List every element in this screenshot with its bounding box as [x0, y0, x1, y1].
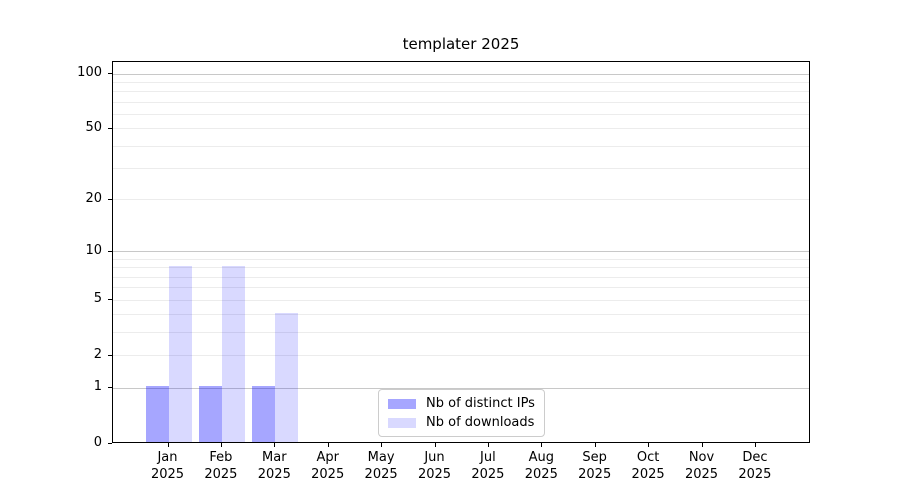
x-tick-month: Feb [209, 450, 233, 465]
legend-item-nb-of-downloads: Nb of downloads [388, 415, 535, 430]
y-tick-label-5: 5 [93, 291, 102, 307]
legend-color-swatch [388, 398, 416, 409]
x-tick-month: Jan [157, 450, 178, 465]
legend-color-swatch [388, 417, 416, 428]
bar-nb-of-downloads-mar [275, 312, 299, 442]
x-tick-mark-jul [488, 443, 489, 447]
y-gridline-minor-80 [113, 91, 809, 93]
x-tick-year: 2025 [364, 467, 398, 482]
x-tick-label-sep: Sep 2025 [563, 449, 627, 483]
x-tick-label-mar: Mar 2025 [242, 449, 306, 483]
x-tick-month: Apr [316, 450, 339, 465]
x-tick-year: 2025 [257, 467, 291, 482]
y-tick-label-10: 10 [85, 242, 102, 258]
y-tick-label-100: 100 [77, 65, 102, 80]
x-tick-label-jul: Jul 2025 [456, 449, 520, 483]
y-tick-mark-100 [108, 73, 112, 74]
x-tick-label-dec: Dec 2025 [723, 449, 787, 483]
y-gridline-minor-3 [113, 332, 809, 334]
legend-label: Nb of distinct IPs [426, 396, 535, 411]
x-tick-year: 2025 [578, 467, 612, 482]
y-gridline-minor-60 [113, 113, 809, 115]
y-tick-mark-10 [108, 251, 112, 252]
bar-nb-of-distinct-ips-jan [145, 386, 169, 442]
bar-nb-of-distinct-ips-feb [198, 386, 222, 442]
x-tick-mark-dec [755, 443, 756, 447]
y-tick-label-1: 1 [93, 379, 102, 395]
x-tick-mark-mar [274, 443, 275, 447]
y-gridline-minor-5 [113, 299, 809, 301]
y-gridline-minor-50 [113, 128, 809, 130]
y-tick-mark-5 [108, 299, 112, 300]
y-gridline-minor-6 [113, 287, 809, 289]
x-tick-label-oct: Oct 2025 [616, 449, 680, 483]
plot-area: Nb of distinct IPs Nb of downloads [112, 61, 810, 443]
y-gridline-minor-2 [113, 355, 809, 357]
x-tick-month: Nov [688, 450, 715, 465]
x-tick-mark-jan [168, 443, 169, 447]
y-tick-mark-20 [108, 199, 112, 200]
y-gridline-minor-9 [113, 258, 809, 260]
y-gridline-minor-90 [113, 81, 809, 83]
y-tick-label-20: 20 [85, 190, 102, 206]
x-tick-mark-may [381, 443, 382, 447]
x-tick-month: Sep [582, 450, 607, 465]
bar-nb-of-distinct-ips-mar [252, 386, 276, 442]
x-tick-month: Jul [480, 450, 496, 465]
x-tick-label-feb: Feb 2025 [189, 449, 253, 483]
x-tick-year: 2025 [311, 467, 345, 482]
x-tick-label-nov: Nov 2025 [670, 449, 734, 483]
y-tick-mark-1 [108, 387, 112, 388]
legend-item-nb-of-distinct-ips: Nb of distinct IPs [388, 396, 535, 411]
x-tick-mark-aug [541, 443, 542, 447]
y-gridline-minor-30 [113, 168, 809, 170]
x-tick-year: 2025 [684, 467, 719, 482]
x-tick-mark-nov [702, 443, 703, 447]
y-gridline-minor-40 [113, 145, 809, 147]
x-tick-year: 2025 [150, 467, 185, 482]
y-tick-label-2: 2 [93, 346, 102, 362]
x-tick-mark-feb [221, 443, 222, 447]
y-gridline-major-10 [113, 251, 809, 253]
x-tick-label-aug: Aug 2025 [509, 449, 573, 483]
x-tick-mark-oct [648, 443, 649, 447]
y-gridline-minor-7 [113, 276, 809, 278]
x-tick-mark-sep [595, 443, 596, 447]
y-tick-mark-2 [108, 355, 112, 356]
x-tick-label-jan: Jan 2025 [136, 449, 200, 483]
x-tick-month: Aug [528, 450, 554, 465]
bar-nb-of-downloads-jan [168, 265, 192, 442]
x-tick-month: May [367, 450, 395, 465]
bar-nb-of-downloads-feb [221, 265, 245, 442]
legend-label: Nb of downloads [426, 415, 535, 430]
x-tick-label-jun: Jun 2025 [403, 449, 467, 483]
y-tick-mark-0 [108, 443, 112, 444]
y-tick-mark-50 [108, 128, 112, 129]
y-gridline-major-1 [113, 387, 809, 389]
x-tick-label-apr: Apr 2025 [296, 449, 360, 483]
chart-title: templater 2025 [402, 35, 520, 53]
legend: Nb of distinct IPs Nb of downloads [378, 389, 545, 437]
y-tick-label-50: 50 [85, 119, 102, 135]
x-tick-mark-apr [328, 443, 329, 447]
x-tick-month: Mar [262, 450, 287, 465]
x-tick-year: 2025 [417, 467, 452, 482]
x-tick-year: 2025 [471, 467, 505, 482]
x-tick-month: Oct [636, 450, 660, 465]
y-gridline-minor-8 [113, 267, 809, 269]
x-tick-year: 2025 [204, 467, 238, 482]
y-tick-label-0: 0 [93, 435, 102, 450]
x-tick-mark-jun [435, 443, 436, 447]
x-tick-month: Jun [424, 450, 445, 465]
y-gridline-minor-20 [113, 199, 809, 201]
x-tick-year: 2025 [631, 467, 665, 482]
x-tick-label-may: May 2025 [349, 449, 413, 483]
x-tick-month: Dec [742, 450, 768, 465]
y-gridline-minor-70 [113, 101, 809, 103]
x-tick-year: 2025 [738, 467, 772, 482]
y-gridline-minor-4 [113, 314, 809, 316]
y-gridline-major-100 [113, 73, 809, 75]
x-tick-year: 2025 [524, 467, 558, 482]
